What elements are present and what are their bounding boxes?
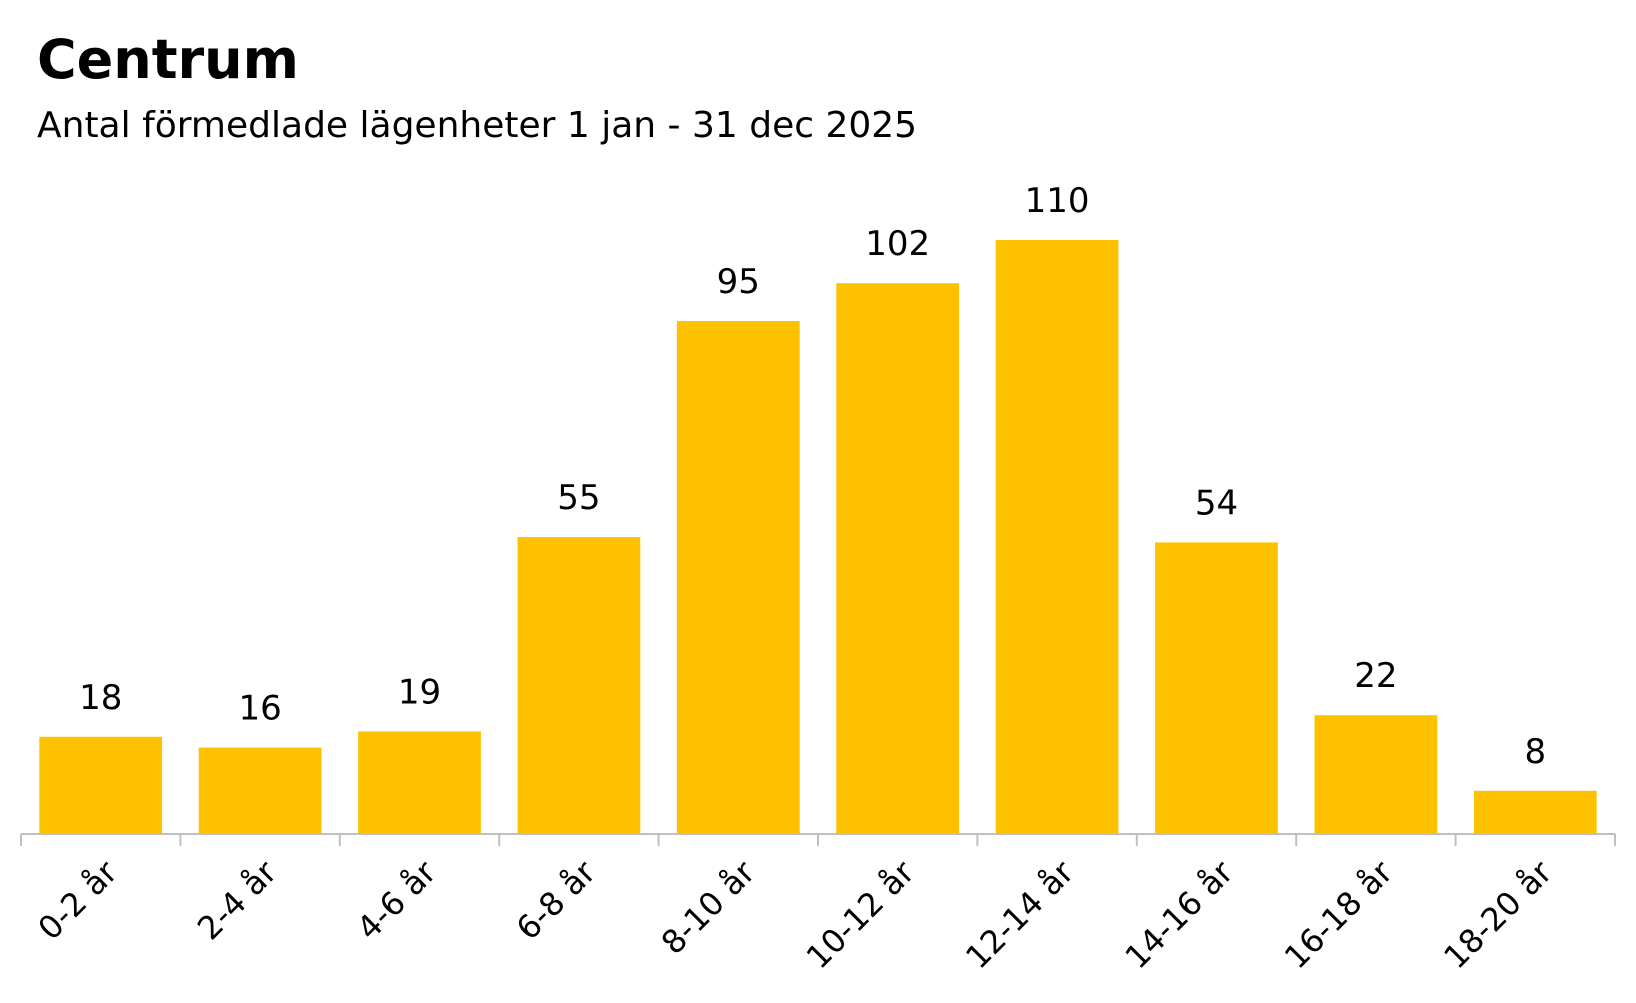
value-label: 55: [557, 478, 600, 518]
bar: [676, 321, 800, 834]
x-tick-label: 2-4 år: [190, 853, 285, 948]
value-label: 18: [79, 678, 122, 718]
bar: [358, 731, 481, 834]
bar: [836, 283, 960, 834]
x-tick-label: 14-16 år: [1118, 853, 1242, 977]
value-label: 8: [1524, 732, 1546, 772]
chart-subtitle: Antal förmedlade lägenheter 1 jan - 31 d…: [37, 105, 917, 146]
value-label: 54: [1195, 483, 1238, 523]
x-tick-label: 16-18 år: [1277, 853, 1401, 977]
bar: [517, 537, 641, 834]
bar: [1314, 715, 1438, 834]
x-tick-label: 4-6 år: [349, 853, 444, 948]
value-label: 110: [1025, 181, 1090, 221]
x-tick-label: 10-12 år: [799, 853, 923, 977]
bar: [198, 747, 322, 834]
value-label: 102: [865, 224, 930, 264]
x-tick-label: 0-2 år: [31, 853, 126, 948]
value-label: 95: [717, 262, 760, 302]
x-tick-label: 8-10 år: [654, 853, 763, 962]
bar: [39, 736, 163, 834]
bar: [1155, 542, 1278, 834]
x-tick-label: 12-14 år: [958, 853, 1082, 977]
value-label: 16: [238, 689, 281, 729]
bar: [995, 240, 1119, 834]
value-label: 19: [398, 672, 441, 712]
x-tick-label: 18-20 år: [1436, 853, 1560, 977]
value-label: 22: [1354, 656, 1397, 696]
bar: [1473, 790, 1597, 834]
chart-title: Centrum: [37, 28, 299, 91]
x-tick-label: 6-8 år: [509, 853, 604, 948]
